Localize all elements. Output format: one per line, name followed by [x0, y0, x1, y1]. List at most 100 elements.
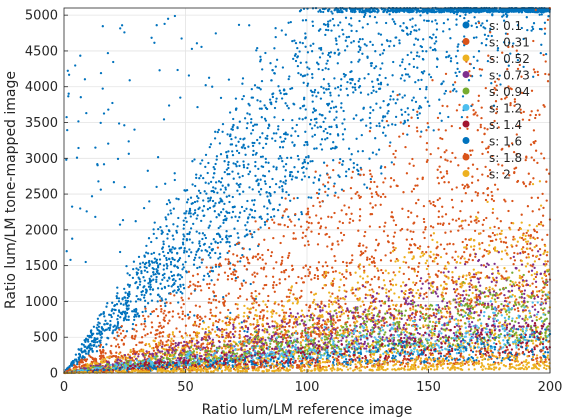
- data-point: [467, 167, 470, 170]
- data-point: [143, 269, 147, 272]
- data-point: [336, 226, 340, 230]
- data-point: [155, 329, 158, 332]
- data-point: [260, 79, 264, 83]
- data-point: [142, 314, 145, 318]
- data-point: [532, 22, 536, 25]
- data-point: [362, 106, 365, 109]
- data-point: [142, 286, 145, 289]
- data-point: [414, 37, 417, 40]
- data-point: [258, 136, 262, 139]
- data-point: [296, 55, 300, 58]
- data-point: [162, 268, 165, 271]
- data-point: [169, 209, 172, 212]
- data-point: [156, 156, 160, 159]
- data-point: [188, 238, 191, 241]
- data-point: [158, 69, 161, 72]
- data-point: [79, 207, 82, 210]
- data-point: [446, 18, 450, 21]
- data-point: [200, 45, 203, 49]
- data-point: [541, 238, 544, 241]
- data-point: [371, 80, 374, 83]
- data-point: [223, 214, 227, 218]
- data-point: [317, 319, 321, 323]
- data-point: [543, 9, 546, 12]
- data-point: [415, 281, 418, 285]
- data-point: [315, 191, 319, 195]
- data-point: [308, 270, 311, 274]
- data-point: [88, 346, 91, 349]
- data-point: [150, 36, 153, 39]
- data-point: [410, 99, 414, 102]
- data-point: [301, 231, 305, 234]
- data-point: [227, 160, 230, 164]
- data-point: [264, 142, 268, 146]
- data-point: [217, 180, 221, 183]
- data-point: [415, 126, 419, 129]
- data-point: [532, 75, 535, 78]
- data-point: [342, 33, 345, 36]
- data-point: [206, 250, 209, 253]
- data-point: [168, 201, 172, 204]
- data-point: [357, 50, 360, 54]
- data-point: [243, 235, 247, 238]
- data-point: [451, 151, 454, 155]
- data-point: [470, 300, 473, 304]
- data-point: [249, 282, 252, 286]
- data-point: [238, 120, 241, 123]
- data-point: [197, 196, 200, 200]
- data-point: [456, 49, 459, 52]
- data-point: [533, 10, 536, 14]
- data-point: [263, 180, 267, 183]
- data-point: [413, 29, 416, 32]
- data-point: [168, 257, 171, 261]
- data-point: [415, 8, 418, 11]
- data-point: [527, 270, 531, 273]
- data-point: [149, 331, 153, 334]
- data-point: [362, 303, 366, 307]
- data-point: [516, 307, 520, 310]
- data-point: [181, 310, 184, 313]
- data-point: [207, 226, 210, 229]
- data-point: [398, 93, 401, 96]
- data-point: [171, 246, 174, 249]
- data-point: [196, 273, 199, 276]
- data-point: [305, 61, 308, 64]
- data-point: [392, 152, 395, 156]
- data-point: [183, 249, 186, 252]
- data-point: [119, 316, 122, 319]
- data-point: [375, 102, 378, 105]
- data-point: [382, 192, 385, 196]
- data-point: [261, 132, 264, 135]
- data-point: [162, 330, 165, 334]
- data-point: [491, 194, 494, 198]
- data-point: [504, 60, 508, 63]
- data-point: [439, 243, 443, 246]
- data-point: [467, 185, 470, 188]
- data-point: [219, 255, 222, 259]
- data-point: [145, 266, 148, 270]
- data-point: [326, 23, 330, 26]
- data-point: [442, 80, 445, 83]
- data-point: [279, 180, 282, 183]
- data-point: [269, 194, 272, 197]
- data-point: [213, 167, 216, 171]
- data-point: [251, 141, 254, 145]
- data-point: [352, 162, 355, 165]
- data-point: [148, 259, 151, 263]
- data-point: [166, 251, 170, 255]
- data-point: [140, 293, 143, 296]
- data-point: [408, 247, 411, 250]
- data-point: [513, 259, 517, 262]
- data-point: [494, 238, 498, 241]
- data-point: [445, 172, 449, 175]
- data-point: [525, 155, 528, 158]
- data-point: [281, 216, 284, 219]
- data-point: [291, 127, 294, 130]
- data-point: [475, 25, 479, 29]
- data-point: [378, 315, 381, 318]
- data-point: [389, 98, 392, 101]
- data-point: [328, 110, 331, 113]
- data-point: [204, 153, 208, 157]
- data-point: [380, 324, 383, 327]
- data-point: [273, 116, 276, 119]
